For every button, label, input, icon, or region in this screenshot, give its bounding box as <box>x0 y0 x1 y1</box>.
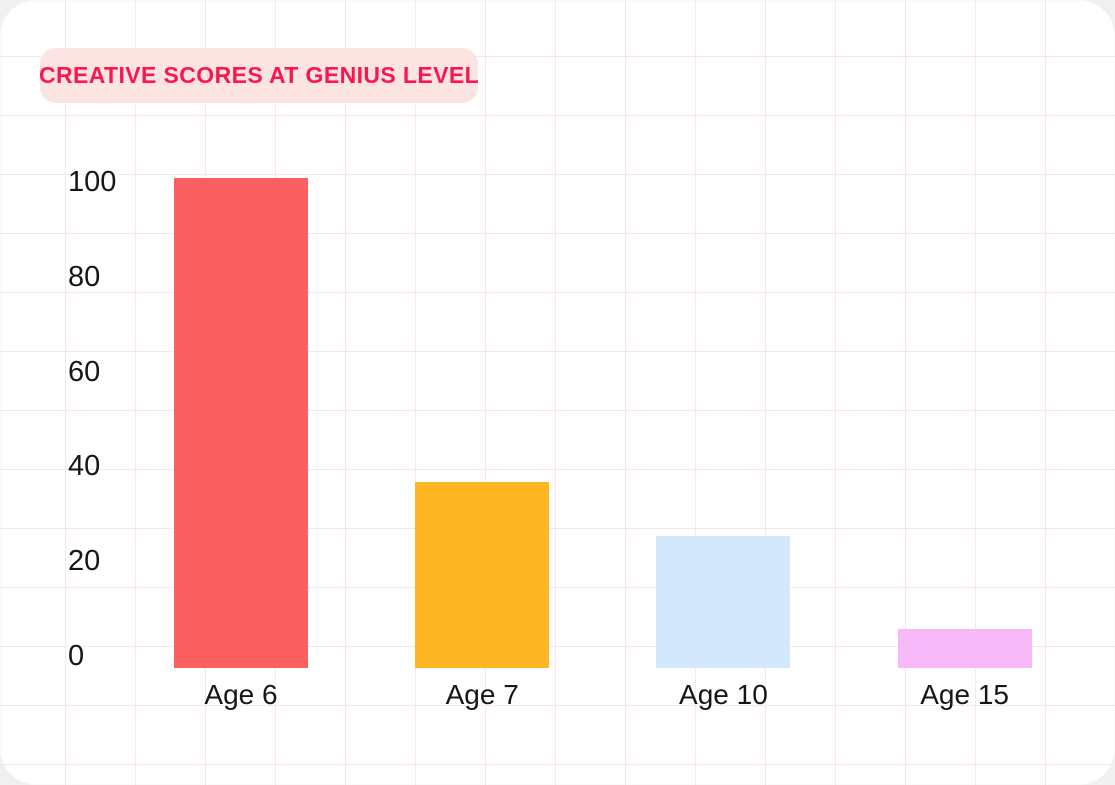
x-axis-label-age-6: Age 6 <box>204 679 278 710</box>
bar-age-10 <box>656 535 791 668</box>
x-axis-label-age-7: Age 7 <box>445 679 519 710</box>
bar-age-7 <box>415 481 550 668</box>
chart-title-badge: CREATIVE SCORES AT GENIUS LEVEL <box>38 48 480 103</box>
y-tick-label: 20 <box>68 545 101 578</box>
y-tick-label: 40 <box>68 450 101 483</box>
y-tick-label: 100 <box>68 165 117 198</box>
x-axis-label-age-15: Age 15 <box>920 679 1009 710</box>
bar-age-15 <box>897 628 1032 668</box>
y-tick-label: 0 <box>68 639 85 672</box>
x-axis-label-age-10: Age 10 <box>679 679 768 710</box>
bar-age-6 <box>174 178 308 668</box>
y-tick-label: 60 <box>68 355 101 388</box>
y-tick-label: 80 <box>68 260 101 293</box>
chart-title: CREATIVE SCORES AT GENIUS LEVEL <box>38 62 480 88</box>
